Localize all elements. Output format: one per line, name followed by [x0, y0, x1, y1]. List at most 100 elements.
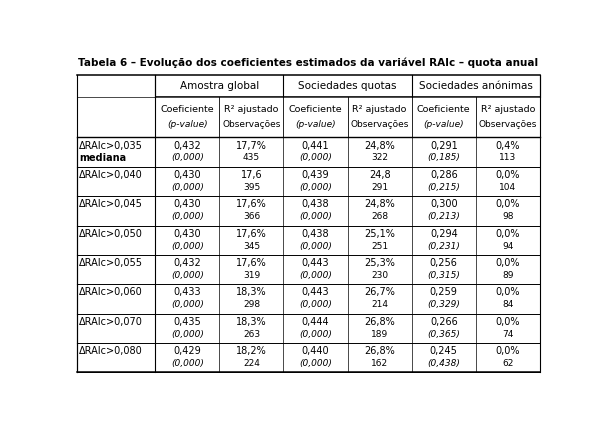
Text: 263: 263: [243, 330, 260, 339]
Text: 0,0%: 0,0%: [496, 287, 520, 298]
Text: (0,315): (0,315): [427, 271, 460, 280]
Text: 17,7%: 17,7%: [236, 141, 267, 151]
Text: Tabela 6 – Evolução dos coeficientes estimados da variável RAIc – quota anual: Tabela 6 – Evolução dos coeficientes est…: [78, 58, 538, 68]
Text: (0,000): (0,000): [299, 183, 332, 192]
Text: 113: 113: [499, 154, 516, 162]
Text: 17,6%: 17,6%: [236, 229, 267, 239]
Text: 17,6%: 17,6%: [236, 199, 267, 209]
Text: 0,256: 0,256: [430, 258, 458, 268]
Text: 0,0%: 0,0%: [496, 346, 520, 356]
Text: 24,8: 24,8: [369, 170, 391, 180]
Text: 268: 268: [371, 212, 388, 221]
Text: (0,000): (0,000): [299, 271, 332, 280]
Text: 0,443: 0,443: [302, 287, 329, 298]
Text: 0,300: 0,300: [430, 199, 457, 209]
Text: ΔRAIc>0,070: ΔRAIc>0,070: [79, 317, 143, 327]
Text: 25,3%: 25,3%: [364, 258, 395, 268]
Text: R² ajustado: R² ajustado: [481, 105, 535, 114]
Text: 0,443: 0,443: [302, 258, 329, 268]
Text: (p-value): (p-value): [295, 120, 336, 129]
Text: 0,430: 0,430: [174, 199, 201, 209]
Text: ΔRAIc>0,055: ΔRAIc>0,055: [79, 258, 143, 268]
Text: Observações: Observações: [222, 120, 281, 129]
Text: mediana: mediana: [79, 153, 126, 163]
Text: 84: 84: [502, 300, 514, 309]
Text: 0,259: 0,259: [430, 287, 458, 298]
Text: 251: 251: [371, 241, 388, 251]
Text: Amostra global: Amostra global: [180, 81, 259, 91]
Text: 291: 291: [371, 183, 388, 192]
Text: ΔRAIc>0,045: ΔRAIc>0,045: [79, 199, 143, 209]
Text: Sociedades anónimas: Sociedades anónimas: [419, 81, 532, 91]
Text: 0,444: 0,444: [302, 317, 329, 327]
Text: 0,438: 0,438: [302, 199, 329, 209]
Text: (0,185): (0,185): [427, 154, 460, 162]
Text: (0,438): (0,438): [427, 359, 460, 368]
Text: 0,4%: 0,4%: [496, 141, 520, 151]
Text: 62: 62: [502, 359, 514, 368]
Text: 18,2%: 18,2%: [236, 346, 267, 356]
Text: 0,441: 0,441: [302, 141, 329, 151]
Text: 224: 224: [243, 359, 260, 368]
Text: ΔRAIc>0,040: ΔRAIc>0,040: [79, 170, 143, 180]
Text: 24,8%: 24,8%: [364, 141, 395, 151]
Text: (0,231): (0,231): [427, 241, 460, 251]
Text: 94: 94: [502, 241, 514, 251]
Text: 18,3%: 18,3%: [236, 287, 267, 298]
Text: (0,000): (0,000): [299, 300, 332, 309]
Text: (0,000): (0,000): [171, 241, 204, 251]
Text: ΔRAIc>0,080: ΔRAIc>0,080: [79, 346, 143, 356]
Text: 322: 322: [371, 154, 388, 162]
Text: Coeficiente: Coeficiente: [160, 105, 214, 114]
Text: Coeficiente: Coeficiente: [288, 105, 343, 114]
Text: R² ajustado: R² ajustado: [224, 105, 279, 114]
Text: (0,000): (0,000): [171, 183, 204, 192]
Text: 0,430: 0,430: [174, 170, 201, 180]
Text: 162: 162: [371, 359, 388, 368]
Text: (0,213): (0,213): [427, 212, 460, 221]
Text: (0,000): (0,000): [299, 212, 332, 221]
Text: 17,6: 17,6: [240, 170, 262, 180]
Text: 0,433: 0,433: [174, 287, 201, 298]
Text: (0,365): (0,365): [427, 330, 460, 339]
Text: 0,0%: 0,0%: [496, 199, 520, 209]
Text: 435: 435: [243, 154, 260, 162]
Text: (0,000): (0,000): [299, 154, 332, 162]
Text: 0,266: 0,266: [430, 317, 457, 327]
Text: 0,438: 0,438: [302, 229, 329, 239]
Text: (0,000): (0,000): [171, 359, 204, 368]
Text: 366: 366: [243, 212, 260, 221]
Text: Sociedades quotas: Sociedades quotas: [298, 81, 397, 91]
Text: (p-value): (p-value): [424, 120, 464, 129]
Text: (0,329): (0,329): [427, 300, 460, 309]
Text: 395: 395: [243, 183, 260, 192]
Text: 0,0%: 0,0%: [496, 170, 520, 180]
Text: Observações: Observações: [479, 120, 537, 129]
Text: 230: 230: [371, 271, 388, 280]
Text: 89: 89: [502, 271, 514, 280]
Text: 26,8%: 26,8%: [364, 317, 395, 327]
Text: 0,286: 0,286: [430, 170, 457, 180]
Text: (0,000): (0,000): [299, 330, 332, 339]
Text: ΔRAIc>0,060: ΔRAIc>0,060: [79, 287, 143, 298]
Text: 319: 319: [243, 271, 260, 280]
Text: 0,0%: 0,0%: [496, 258, 520, 268]
Text: (0,000): (0,000): [171, 212, 204, 221]
Text: 189: 189: [371, 330, 388, 339]
Text: 0,435: 0,435: [174, 317, 201, 327]
Text: (0,000): (0,000): [171, 271, 204, 280]
Text: 0,245: 0,245: [430, 346, 458, 356]
Text: 98: 98: [502, 212, 514, 221]
Text: (0,000): (0,000): [171, 330, 204, 339]
Text: 0,429: 0,429: [174, 346, 201, 356]
Text: 0,0%: 0,0%: [496, 317, 520, 327]
Text: 104: 104: [499, 183, 516, 192]
Text: 0,0%: 0,0%: [496, 229, 520, 239]
Text: 26,8%: 26,8%: [364, 346, 395, 356]
Text: 24,8%: 24,8%: [364, 199, 395, 209]
Text: 0,430: 0,430: [174, 229, 201, 239]
Text: Coeficiente: Coeficiente: [417, 105, 471, 114]
Text: 0,432: 0,432: [174, 258, 201, 268]
Text: 345: 345: [243, 241, 260, 251]
Text: 0,432: 0,432: [174, 141, 201, 151]
